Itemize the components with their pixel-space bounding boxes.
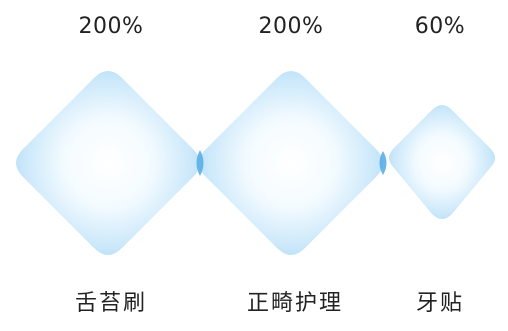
diamond-tongue-brush (16, 71, 200, 255)
diamond-teeth-strips (389, 105, 495, 219)
category-label-teeth-strips: 牙贴 (415, 291, 464, 316)
percent-label-tongue-brush: 200% (78, 14, 144, 39)
category-label-tongue-brush: 舌苔刷 (74, 291, 147, 316)
overlap-1-2 (196, 150, 204, 176)
percent-label-teeth-strips: 60% (414, 14, 466, 39)
percent-label-orthodontic-care: 200% (258, 14, 324, 39)
diamond-orthodontic-care (199, 71, 383, 255)
overlap-2-3 (379, 151, 387, 175)
category-label-orthodontic-care: 正畸护理 (246, 291, 343, 316)
